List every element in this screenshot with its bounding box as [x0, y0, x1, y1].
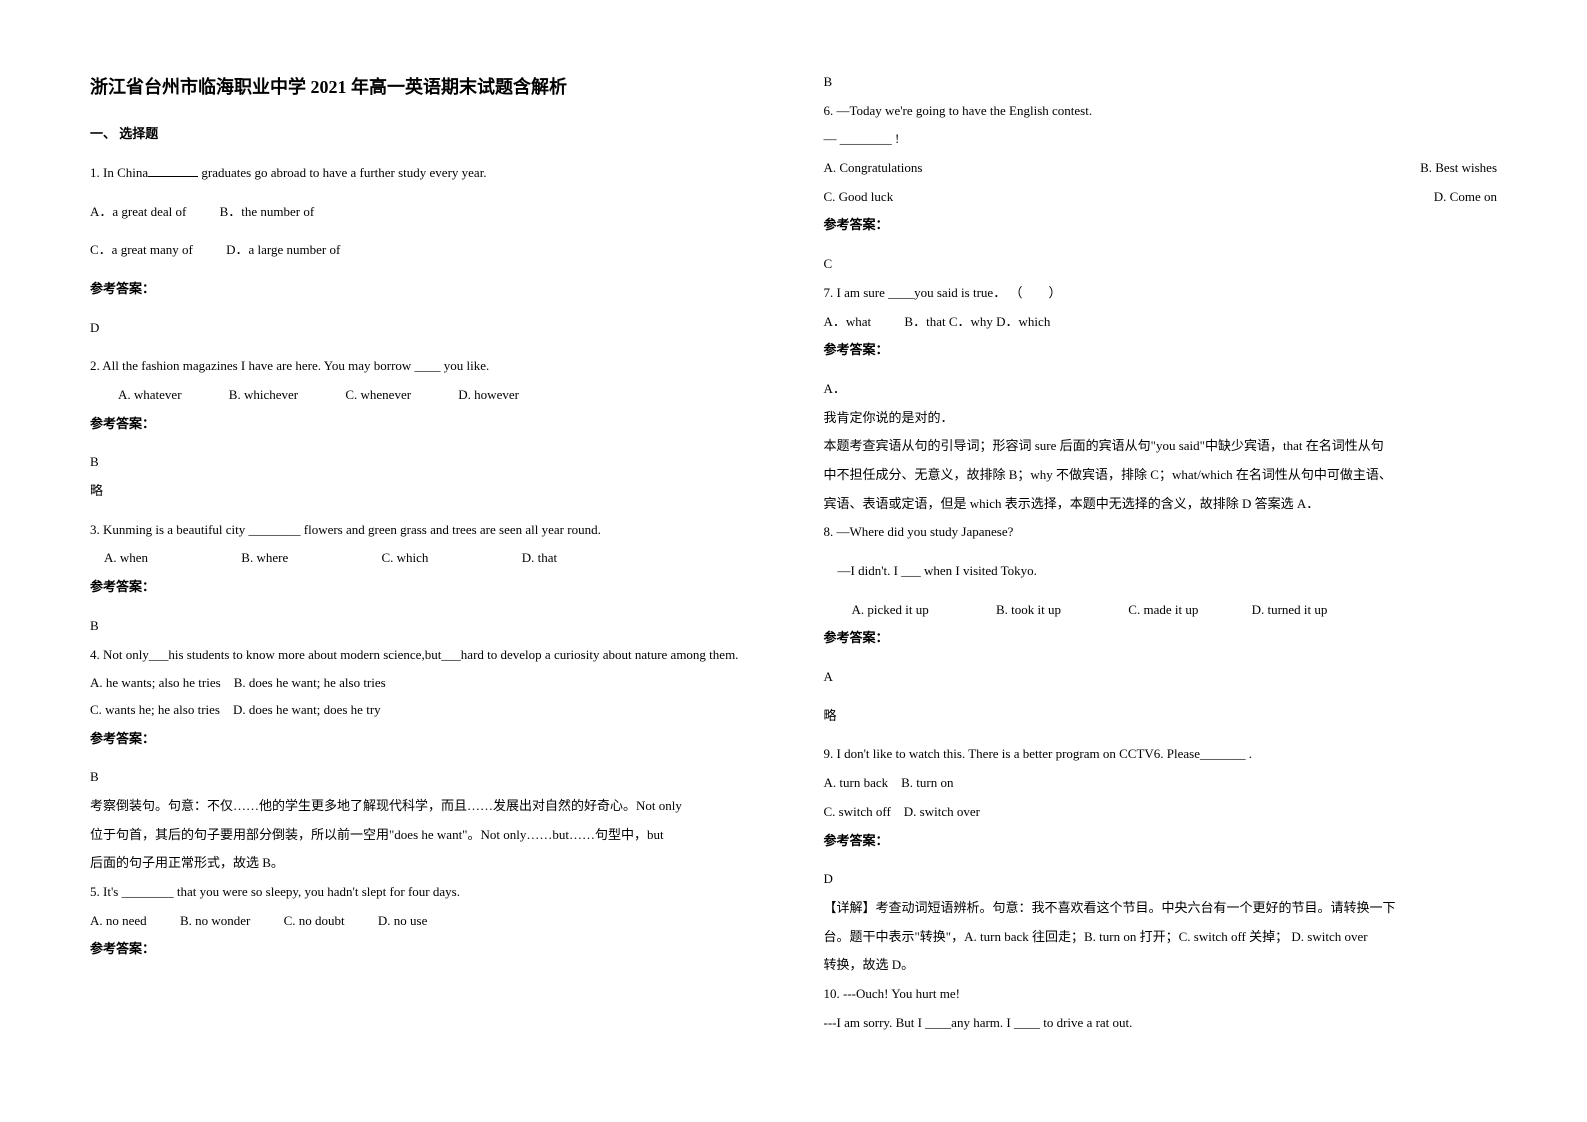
- q4-explain3: 后面的句子用正常形式，故选 B。: [90, 851, 764, 876]
- q2-optC: C. whenever: [331, 383, 411, 408]
- q9-row2: C. switch off D. switch over: [824, 800, 1498, 825]
- q4-optB: B. does he want; he also tries: [234, 675, 386, 690]
- q6-optD: D. Come on: [1434, 185, 1497, 210]
- q1-optA: A．a great deal of: [90, 200, 186, 225]
- q8-stem1: 8. —Where did you study Japanese?: [824, 520, 1498, 545]
- q2-stem: 2. All the fashion magazines I have are …: [90, 354, 764, 379]
- q1-answer: D: [90, 316, 764, 341]
- q8-stem2: —I didn't. I ___ when I visited Tokyo.: [824, 559, 1498, 584]
- q3-optA: A. when: [90, 546, 148, 571]
- q4-explain2: 位于句首，其后的句子要用部分倒装，所以前一空用"does he want"。No…: [90, 823, 764, 848]
- q8-optA: A. picked it up: [838, 598, 929, 623]
- q1-optB: B．the number of: [220, 200, 315, 225]
- q6-optB: B. Best wishes: [1420, 156, 1497, 181]
- q4-answer: B: [90, 765, 764, 790]
- q7-optD: D．which: [996, 314, 1050, 329]
- q3-answer: B: [90, 614, 764, 639]
- q8-optC: C. made it up: [1114, 598, 1198, 623]
- q7-answer-label: 参考答案：: [824, 338, 1498, 363]
- q9-answer-label: 参考答案：: [824, 829, 1498, 854]
- q4-optC: C. wants he; he also tries: [90, 702, 220, 717]
- q2-optA: A. whatever: [104, 383, 182, 408]
- q8-answer-label: 参考答案：: [824, 626, 1498, 651]
- q6-optC: C. Good luck: [824, 185, 894, 210]
- q9-optC: C. switch off: [824, 804, 891, 819]
- q8-options: A. picked it up B. took it up C. made it…: [824, 598, 1498, 623]
- q9-answer: D: [824, 867, 1498, 892]
- q5-optD: D. no use: [378, 909, 427, 934]
- q3-options: A. when B. where C. which D. that: [90, 546, 764, 571]
- q2-optD: D. however: [444, 383, 519, 408]
- q2-options: A. whatever B. whichever C. whenever D. …: [90, 383, 764, 408]
- q5-options: A. no need B. no wonder C. no doubt D. n…: [90, 909, 764, 934]
- q1-optD: D．a large number of: [226, 238, 340, 263]
- q5-answer: B: [824, 70, 1498, 95]
- q4-optD: D. does he want; does he try: [233, 702, 381, 717]
- q6-stem2: — ________ !: [824, 127, 1498, 152]
- q7-explain3: 中不担任成分、无意义，故排除 B；why 不做宾语，排除 C；what/whic…: [824, 463, 1498, 488]
- q1-optC: C．a great many of: [90, 238, 193, 263]
- q3-stem: 3. Kunming is a beautiful city ________ …: [90, 518, 764, 543]
- right-column: B 6. —Today we're going to have the Engl…: [824, 70, 1498, 1052]
- q1-options-row1: A．a great deal of B．the number of: [90, 200, 764, 225]
- q7-explain4: 宾语、表语或定语，但是 which 表示选择，本题中无选择的含义，故排除 D 答…: [824, 492, 1498, 517]
- q9-explain1: 【详解】考查动词短语辨析。句意：我不喜欢看这个节目。中央六台有一个更好的节目。请…: [824, 896, 1498, 921]
- q9-optA: A. turn back: [824, 775, 889, 790]
- q1-stem: 1. In China graduates go abroad to have …: [90, 161, 764, 186]
- q9-stem: 9. I don't like to watch this. There is …: [824, 742, 1498, 767]
- q6-answer: C: [824, 252, 1498, 277]
- q8-optD: D. turned it up: [1252, 602, 1328, 617]
- q6-answer-label: 参考答案：: [824, 213, 1498, 238]
- q7-stem: 7. I am sure ____you said is true． （ ）: [824, 281, 1498, 306]
- q10-stem2: ---I am sorry. But I ____any harm. I ___…: [824, 1011, 1498, 1036]
- doc-title: 浙江省台州市临海职业中学 2021 年高一英语期末试题含解析: [90, 70, 764, 104]
- q5-stem: 5. It's ________ that you were so sleepy…: [90, 880, 764, 905]
- q7-options: A．what B．that C．why D．which: [824, 310, 1498, 335]
- q7-optC: C．why: [949, 314, 993, 329]
- q1-options-row2: C．a great many of D．a large number of: [90, 238, 764, 263]
- q6-optA: A. Congratulations: [824, 156, 923, 181]
- blank: [148, 165, 198, 177]
- q6-row1: A. Congratulations B. Best wishes: [824, 156, 1498, 181]
- q10-stem1: 10. ---Ouch! You hurt me!: [824, 982, 1498, 1007]
- left-column: 浙江省台州市临海职业中学 2021 年高一英语期末试题含解析 一、 选择题 1.…: [90, 70, 764, 1052]
- q9-explain2: 台。题干中表示"转换"，A. turn back 往回走；B. turn on …: [824, 925, 1498, 950]
- q1-stem-pre: 1. In China: [90, 165, 148, 180]
- q7-explain1: 我肯定你说的是对的．: [824, 406, 1498, 431]
- q3-optD: D. that: [522, 550, 557, 565]
- q2-note: 略: [90, 479, 764, 504]
- q3-optC: C. which: [381, 546, 428, 571]
- q1-stem-post: graduates go abroad to have a further st…: [201, 165, 486, 180]
- q8-note: 略: [824, 704, 1498, 729]
- q2-answer-label: 参考答案：: [90, 412, 764, 437]
- q9-optB: B. turn on: [901, 775, 953, 790]
- q9-explain3: 转换，故选 D。: [824, 953, 1498, 978]
- q6-row2: C. Good luck D. Come on: [824, 185, 1498, 210]
- q7-optB: B．that: [904, 314, 945, 329]
- q2-optB: B. whichever: [215, 383, 298, 408]
- q5-optA: A. no need: [90, 909, 147, 934]
- q3-optB: B. where: [241, 546, 288, 571]
- q5-optC: C. no doubt: [284, 909, 345, 934]
- section-heading: 一、 选择题: [90, 122, 764, 147]
- q9-optD: D. switch over: [904, 804, 980, 819]
- q4-optA: A. he wants; also he tries: [90, 675, 221, 690]
- q5-answer-label: 参考答案：: [90, 937, 764, 962]
- q7-optA: A．what: [824, 310, 872, 335]
- q4-row2: C. wants he; he also tries D. does he wa…: [90, 698, 764, 723]
- q4-answer-label: 参考答案：: [90, 727, 764, 752]
- q4-stem: 4. Not only___his students to know more …: [90, 643, 764, 668]
- q1-answer-label: 参考答案：: [90, 277, 764, 302]
- q7-answer: A．: [824, 377, 1498, 402]
- q4-row1: A. he wants; also he tries B. does he wa…: [90, 671, 764, 696]
- q6-stem1: 6. —Today we're going to have the Englis…: [824, 99, 1498, 124]
- q9-row1: A. turn back B. turn on: [824, 771, 1498, 796]
- q3-answer-label: 参考答案：: [90, 575, 764, 600]
- q5-optB: B. no wonder: [180, 909, 250, 934]
- q2-answer: B: [90, 450, 764, 475]
- q4-explain1: 考察倒装句。句意：不仅……他的学生更多地了解现代科学，而且……发展出对自然的好奇…: [90, 794, 764, 819]
- q8-answer: A: [824, 665, 1498, 690]
- q7-explain2: 本题考查宾语从句的引导词；形容词 sure 后面的宾语从句"you said"中…: [824, 434, 1498, 459]
- q8-optB: B. took it up: [982, 598, 1061, 623]
